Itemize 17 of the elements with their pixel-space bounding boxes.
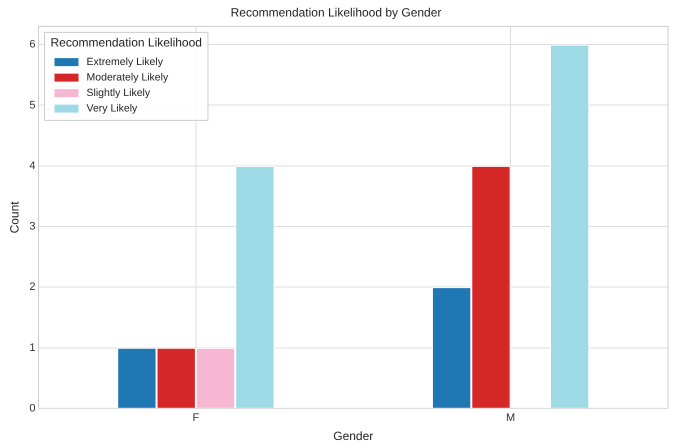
legend-label: Slightly Likely bbox=[86, 87, 151, 100]
y-tick-label: 6 bbox=[29, 38, 36, 51]
y-tick-label: 5 bbox=[29, 99, 36, 112]
legend-label: Moderately Likely bbox=[86, 72, 169, 84]
y-tick-label: 4 bbox=[29, 160, 36, 172]
legend-title: Recommendation Likelihood bbox=[50, 36, 202, 50]
legend-label: Extremely Likely bbox=[86, 56, 164, 68]
y-tick-label: 1 bbox=[29, 342, 36, 354]
chart-title: Recommendation Likelihood by Gender bbox=[230, 6, 442, 20]
y-tick-label: 0 bbox=[29, 402, 36, 414]
legend-label: Very Likely bbox=[86, 102, 138, 115]
y-tick-label: 3 bbox=[29, 220, 36, 233]
y-axis-title: Count bbox=[8, 200, 22, 234]
y-tick-label: 2 bbox=[29, 281, 36, 294]
x-axis-title: Gender bbox=[333, 429, 374, 444]
x-tick-label: F bbox=[192, 412, 200, 424]
x-tick-label: M bbox=[506, 412, 516, 424]
